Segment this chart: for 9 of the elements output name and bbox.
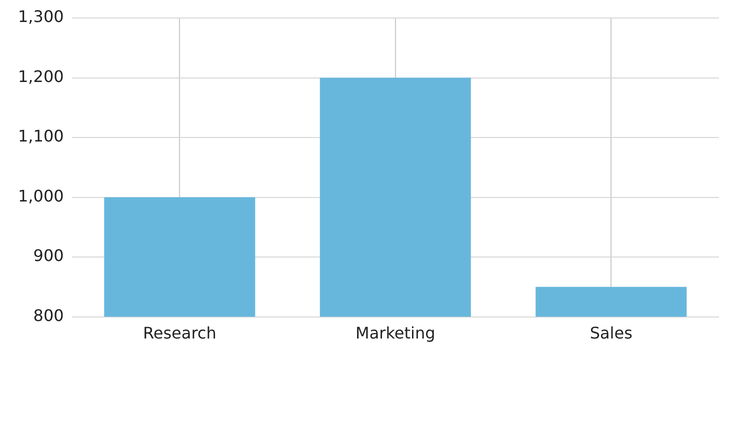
y-tick-label: 1,000 xyxy=(18,186,64,206)
y-tick-label: 1,100 xyxy=(18,126,64,146)
x-tick-label: Research xyxy=(142,324,216,343)
y-tick-label: 1,300 xyxy=(18,7,64,26)
y-tick-label: 900 xyxy=(33,246,64,266)
x-tick-label: Marketing xyxy=(356,324,436,343)
y-tick-label: 800 xyxy=(33,306,64,325)
y-tick-label: 1,200 xyxy=(18,66,64,86)
x-tick-label: Sales xyxy=(590,324,632,343)
